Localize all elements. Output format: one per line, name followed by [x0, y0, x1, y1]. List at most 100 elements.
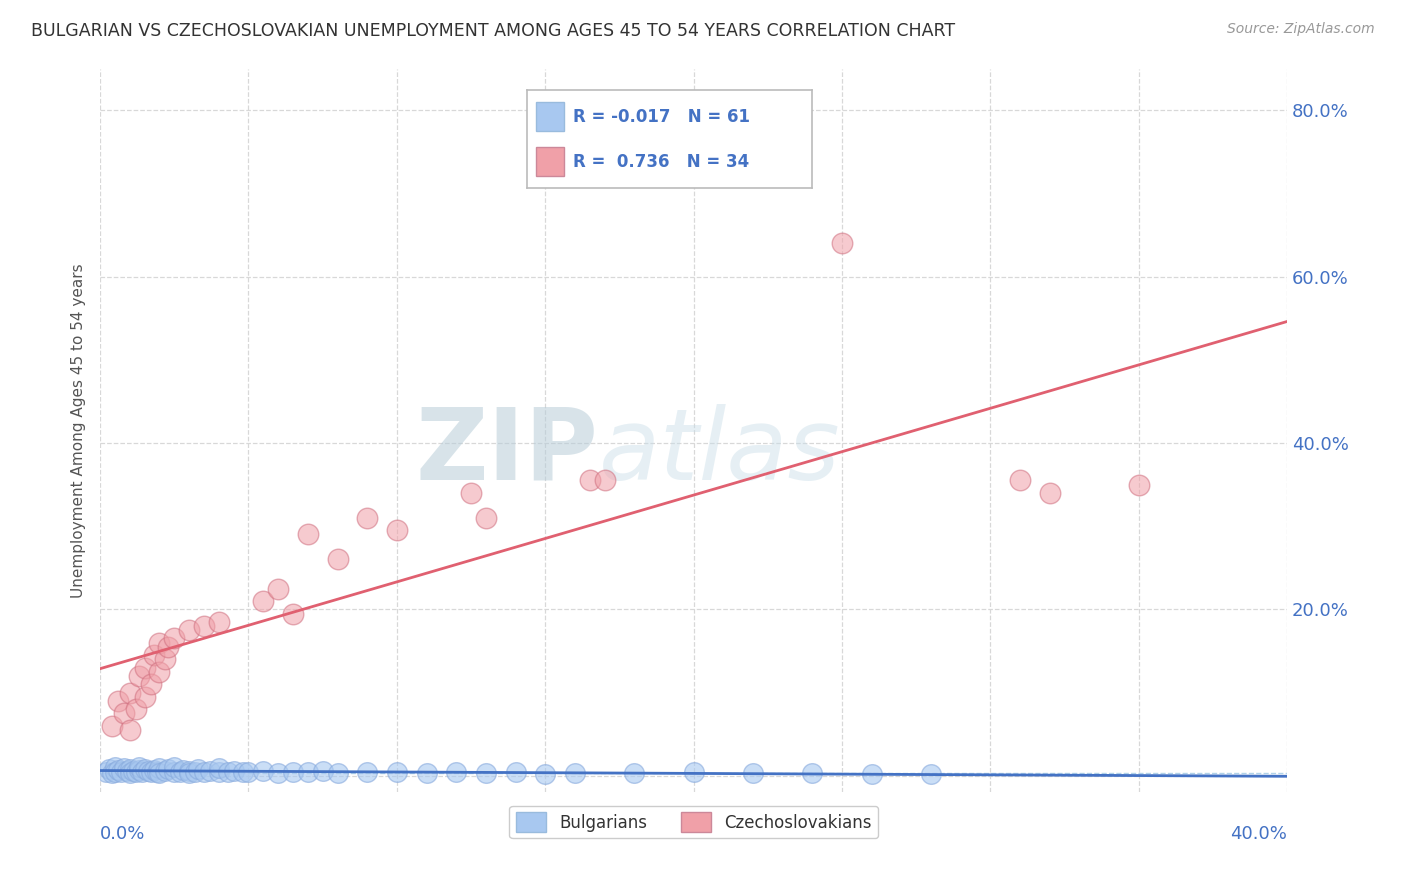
Point: [232, 764, 254, 779]
Point: [155, 652, 177, 666]
Point: [1128, 477, 1150, 491]
Point: [184, 764, 207, 779]
Point: [107, 694, 129, 708]
Point: [193, 619, 215, 633]
Legend: Bulgarians, Czechoslovakians: Bulgarians, Czechoslovakians: [509, 805, 877, 838]
Point: [860, 767, 883, 781]
Point: [1039, 486, 1062, 500]
Point: [163, 764, 186, 779]
Text: 0.0%: 0.0%: [100, 825, 145, 843]
Point: [112, 761, 135, 775]
Point: [125, 702, 148, 716]
Point: [157, 640, 180, 654]
Point: [281, 607, 304, 621]
Text: 40.0%: 40.0%: [1230, 825, 1286, 843]
Text: BULGARIAN VS CZECHOSLOVAKIAN UNEMPLOYMENT AMONG AGES 45 TO 54 YEARS CORRELATION : BULGARIAN VS CZECHOSLOVAKIAN UNEMPLOYMEN…: [31, 22, 955, 40]
Point: [578, 474, 600, 488]
Point: [460, 486, 482, 500]
Point: [101, 719, 124, 733]
Point: [222, 764, 245, 778]
Point: [297, 527, 319, 541]
Point: [155, 764, 177, 778]
Point: [385, 524, 408, 538]
Point: [564, 766, 586, 780]
Point: [157, 762, 180, 776]
Point: [415, 766, 437, 780]
Point: [163, 632, 186, 646]
Point: [742, 766, 765, 780]
Point: [326, 552, 349, 566]
Point: [163, 760, 186, 774]
Point: [112, 706, 135, 721]
Point: [148, 761, 170, 775]
Point: [208, 764, 231, 779]
Point: [801, 766, 824, 780]
Point: [623, 766, 645, 780]
Point: [238, 765, 260, 780]
Point: [312, 764, 335, 778]
Point: [131, 764, 153, 779]
Point: [128, 669, 150, 683]
Point: [121, 764, 143, 778]
Y-axis label: Unemployment Among Ages 45 to 54 years: Unemployment Among Ages 45 to 54 years: [72, 263, 86, 598]
Point: [104, 760, 127, 774]
Point: [831, 236, 853, 251]
Point: [208, 615, 231, 629]
Point: [297, 765, 319, 780]
Point: [118, 766, 141, 780]
Point: [172, 763, 194, 777]
Point: [179, 764, 201, 778]
Point: [128, 760, 150, 774]
Point: [682, 765, 704, 780]
Point: [142, 648, 165, 662]
Point: [593, 474, 616, 488]
Point: [101, 766, 124, 780]
Point: [475, 511, 498, 525]
Point: [104, 765, 127, 780]
Point: [179, 623, 201, 637]
Point: [118, 762, 141, 776]
Point: [136, 764, 159, 778]
Point: [534, 767, 557, 781]
Point: [118, 685, 141, 699]
Point: [505, 764, 527, 779]
Point: [139, 765, 162, 780]
Text: Source: ZipAtlas.com: Source: ZipAtlas.com: [1227, 22, 1375, 37]
Point: [217, 765, 239, 780]
Point: [128, 763, 150, 777]
Point: [125, 765, 148, 780]
Point: [385, 764, 408, 779]
Point: [356, 511, 378, 525]
Point: [115, 764, 138, 778]
Point: [110, 764, 132, 779]
Point: [208, 761, 231, 775]
Point: [94, 764, 117, 779]
Text: ZIP: ZIP: [416, 404, 599, 500]
Point: [187, 762, 209, 776]
Point: [252, 764, 274, 778]
Point: [142, 763, 165, 777]
Point: [134, 762, 156, 776]
Point: [148, 635, 170, 649]
Point: [281, 764, 304, 779]
Point: [118, 723, 141, 737]
Point: [148, 665, 170, 679]
Point: [326, 766, 349, 780]
Point: [444, 765, 467, 780]
Point: [98, 762, 121, 776]
Point: [148, 766, 170, 780]
Point: [1008, 474, 1031, 488]
Point: [134, 660, 156, 674]
Point: [267, 582, 290, 596]
Text: atlas: atlas: [599, 404, 841, 500]
Point: [145, 764, 167, 779]
Point: [198, 764, 221, 778]
Point: [356, 765, 378, 780]
Point: [193, 765, 215, 780]
Point: [134, 690, 156, 704]
Point: [252, 594, 274, 608]
Point: [107, 763, 129, 777]
Point: [169, 765, 191, 780]
Point: [475, 766, 498, 780]
Point: [179, 766, 201, 780]
